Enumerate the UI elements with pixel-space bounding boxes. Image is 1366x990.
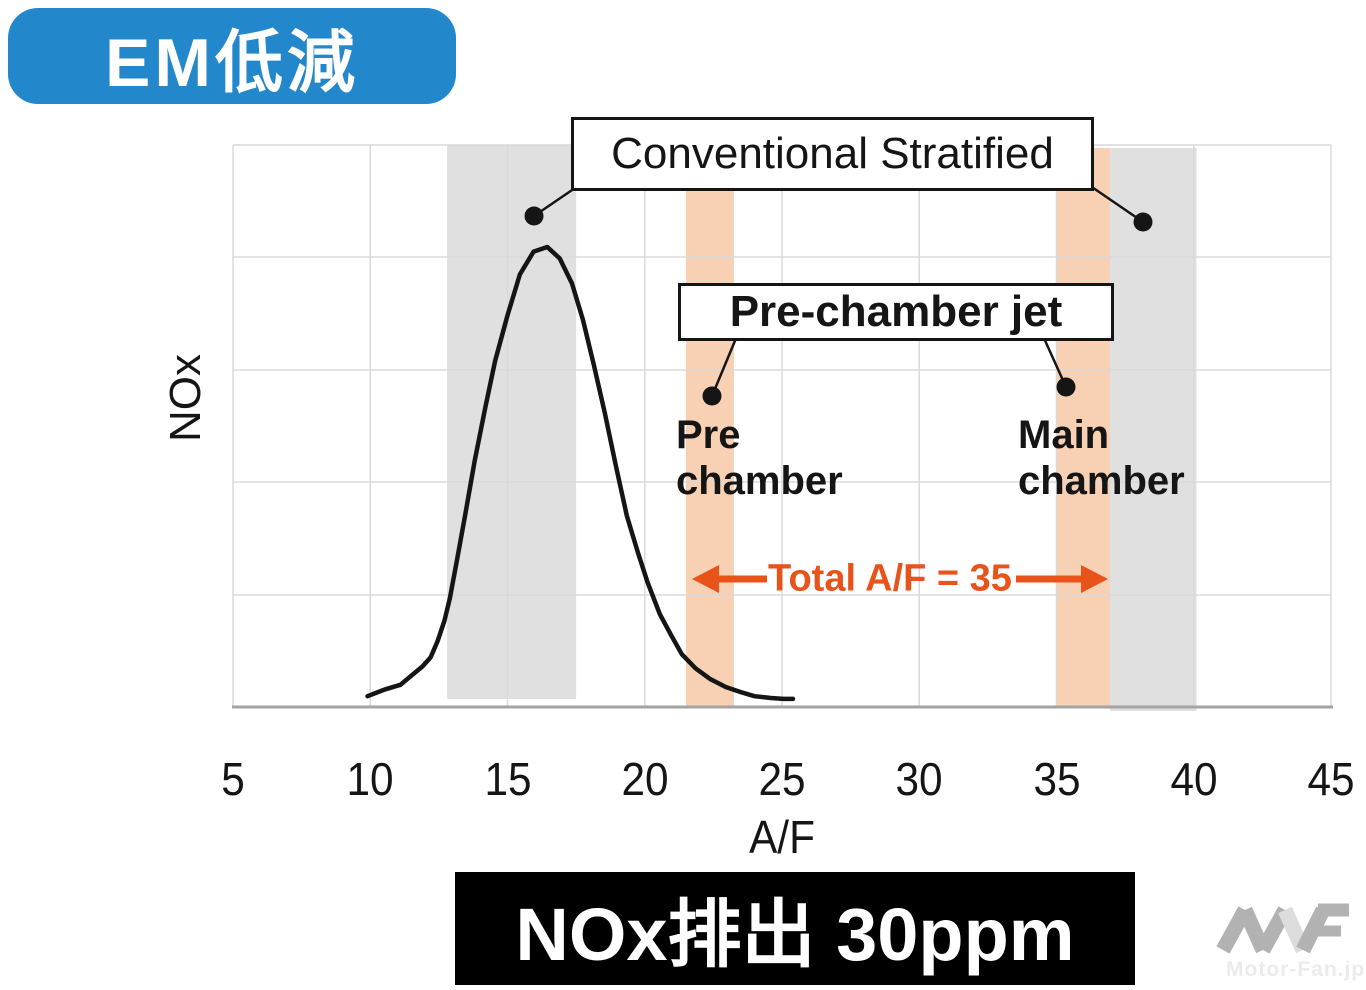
band-conventional-stratified-lean bbox=[1110, 148, 1197, 711]
main-chamber-band-label: Main chamber bbox=[1018, 412, 1185, 504]
main-chamber-band-label-line1: Main bbox=[1018, 413, 1110, 457]
leader-conventional-left-dot bbox=[524, 206, 544, 226]
motor-fan-logo-icon bbox=[1216, 903, 1349, 954]
band-conventional-stratified-rich bbox=[447, 145, 577, 699]
nox-curve bbox=[365, 244, 796, 702]
x-tick-label-45: 45 bbox=[1307, 753, 1355, 805]
leader-conventional-right-dot bbox=[1133, 212, 1153, 232]
pre-chamber-band-label-line1: Pre bbox=[676, 413, 741, 457]
x-tick-label-35: 35 bbox=[1032, 753, 1081, 805]
band-main-chamber bbox=[1056, 148, 1110, 706]
x-tick-label-40: 40 bbox=[1170, 753, 1218, 805]
nox-result-banner: NOx排出 30ppm bbox=[455, 872, 1135, 985]
band-pre-chamber bbox=[685, 145, 734, 706]
em-reduction-badge-label: EM低減 bbox=[104, 24, 359, 101]
leader-jet-pre-chamber-dot bbox=[702, 386, 722, 406]
motor-fan-watermark-text: Motor-Fan.jp bbox=[1226, 958, 1366, 981]
leader-jet-main-chamber-dot bbox=[1056, 377, 1076, 397]
main-chamber-band-label-line2: chamber bbox=[1018, 459, 1185, 503]
x-tick-label-10: 10 bbox=[346, 753, 394, 805]
leader-jet-pre-chamber-line bbox=[710, 335, 739, 397]
pre-chamber-jet-label: Pre-chamber jet bbox=[729, 287, 1063, 336]
x-tick-label-25: 25 bbox=[758, 753, 806, 805]
x-tick-label-20: 20 bbox=[621, 753, 669, 805]
x-tick-label-30: 30 bbox=[895, 753, 943, 805]
x-tick-label-5: 5 bbox=[221, 753, 245, 805]
x-tick-label-15: 15 bbox=[483, 753, 532, 805]
em-reduction-badge: EM低減 bbox=[8, 8, 456, 104]
leader-conventional-right-line bbox=[1085, 181, 1144, 224]
pre-chamber-band-label: Pre chamber bbox=[676, 412, 843, 504]
total-af-arrow-left-head bbox=[692, 565, 719, 593]
conventional-stratified-label: Conventional Stratified bbox=[611, 129, 1054, 178]
pre-chamber-band-label-line2: chamber bbox=[676, 459, 843, 503]
y-axis-label: NOx bbox=[161, 354, 210, 442]
total-af-arrow-right-head bbox=[1081, 565, 1108, 593]
x-axis-title: A/F bbox=[749, 811, 815, 863]
conventional-stratified-callout: Conventional Stratified bbox=[571, 117, 1094, 191]
nox-result-banner-label: NOx排出 30ppm bbox=[515, 893, 1075, 976]
total-af-annotation: Total A/F = 35 bbox=[768, 557, 1012, 600]
pre-chamber-jet-callout: Pre-chamber jet bbox=[678, 283, 1114, 341]
